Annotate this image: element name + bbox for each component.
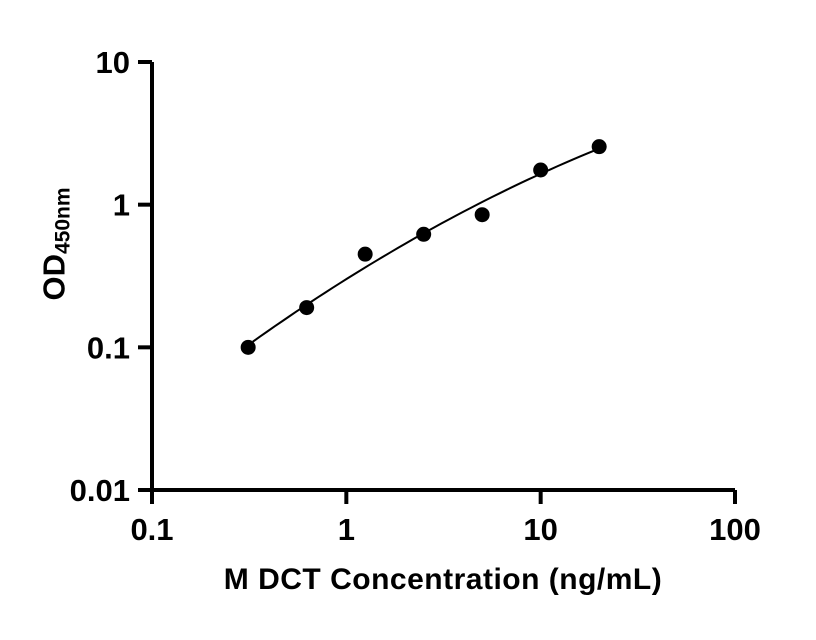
x-axis-tick-label: 10: [523, 512, 557, 547]
y-axis-title: OD450nm: [37, 187, 76, 300]
data-point: [416, 226, 432, 242]
x-axis-title: M DCT Concentration (ng/mL): [223, 563, 663, 596]
x-axis-tick-label: 0.1: [130, 512, 173, 547]
data-point: [240, 339, 256, 355]
y-axis-title-main: OD: [36, 254, 72, 301]
y-axis-title-subscript: 450nm: [51, 187, 75, 255]
x-axis-tick-label: 100: [709, 512, 761, 547]
x-axis-tick-label: 1: [338, 512, 355, 547]
y-axis-tick-label: 0.1: [87, 330, 130, 365]
data-point: [299, 300, 315, 316]
y-axis-tick-label: 0.01: [70, 473, 130, 508]
data-point: [591, 139, 607, 155]
data-point: [533, 162, 549, 178]
y-axis-tick-label: 1: [113, 188, 130, 223]
data-point: [357, 246, 373, 262]
data-point: [474, 207, 490, 223]
y-axis-tick-label: 10: [96, 45, 130, 80]
